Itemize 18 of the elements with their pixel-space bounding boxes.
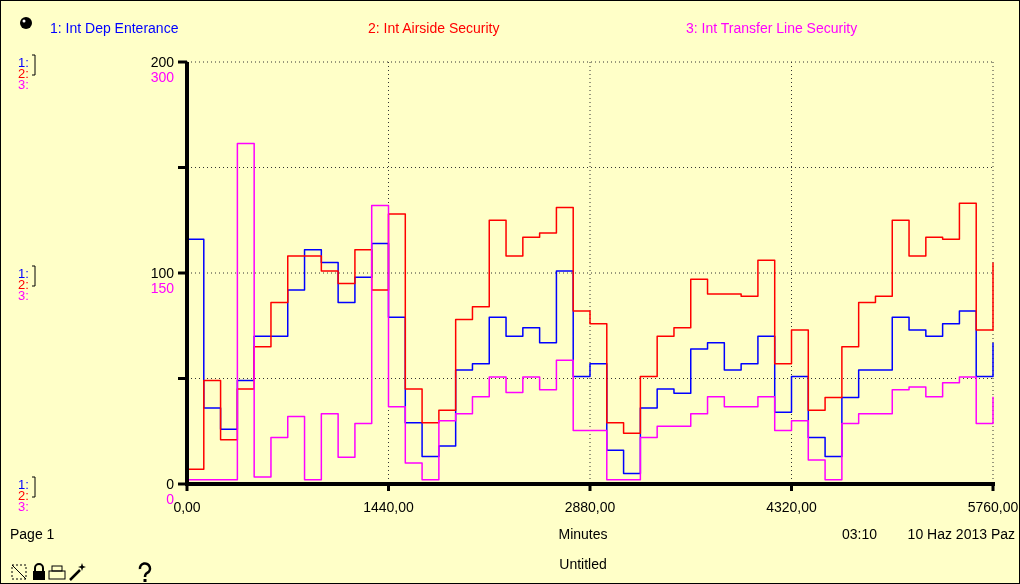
text: 10 Haz 2013 Paz [907,526,1015,542]
text: 2: Int Airside Security [368,20,500,36]
x-tick-label: 4320,00 [766,499,818,515]
text: 03:10 [841,526,878,542]
x-axis-title: Minutes [558,526,608,542]
x-tick-label: 2880,00 [564,499,616,515]
text: 3: Int Transfer Line Security [686,20,858,36]
y-tick-label: 200 [150,54,175,70]
y2-tick-label: 150 [150,280,175,296]
x-tick-label: 0,00 [173,499,201,515]
y-tick-label: 100 [150,265,175,281]
text: Page 1 [10,526,55,542]
text: 1: Int Dep Enterance [50,20,179,36]
x-tick-label: 5760,00 [967,499,1019,515]
y-tick-label: 0 [166,476,175,492]
x-tick-label: 1440,00 [363,499,415,515]
text: Untitled [559,556,607,572]
y2-tick-label: 300 [150,69,175,85]
